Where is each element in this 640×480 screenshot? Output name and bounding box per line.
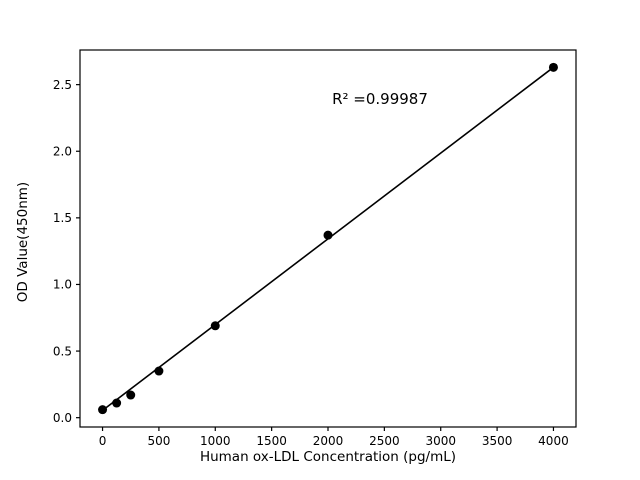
plot-layer: 0 500 1000 1500 2000 2500 3000 3500 4000 0.0 0.5 1.… (53, 49, 577, 448)
data-point (323, 230, 333, 240)
y-tick-label: 1.5 (53, 211, 72, 225)
r-squared-annotation: R² =0.99987 (332, 90, 428, 108)
data-point (126, 390, 136, 400)
data-point (154, 366, 164, 376)
y-tick-label: 2.5 (53, 78, 72, 92)
y-tick-label: 1.0 (53, 278, 72, 292)
x-tick-label: 3000 (425, 434, 456, 448)
y-axis-label: OD Value(450nm) (15, 182, 31, 302)
x-axis-label: Human ox-LDL Concentration (pg/mL) (200, 449, 456, 465)
data-point (112, 398, 122, 408)
x-tick-label: 3500 (482, 434, 513, 448)
x-tick-label: 2000 (313, 434, 344, 448)
x-tick-label: 500 (147, 434, 170, 448)
x-tick-label: 4000 (538, 434, 569, 448)
y-tick-label: 0.0 (53, 411, 72, 425)
data-point (98, 405, 108, 415)
data-point (210, 321, 220, 331)
x-tick-label: 1000 (200, 434, 231, 448)
x-tick-label: 2500 (369, 434, 400, 448)
data-point (548, 62, 558, 72)
x-tick-label: 1500 (256, 434, 287, 448)
y-tick-label: 2.0 (53, 144, 72, 158)
x-tick-label: 0 (99, 434, 107, 448)
y-tick-label: 0.5 (53, 344, 72, 358)
